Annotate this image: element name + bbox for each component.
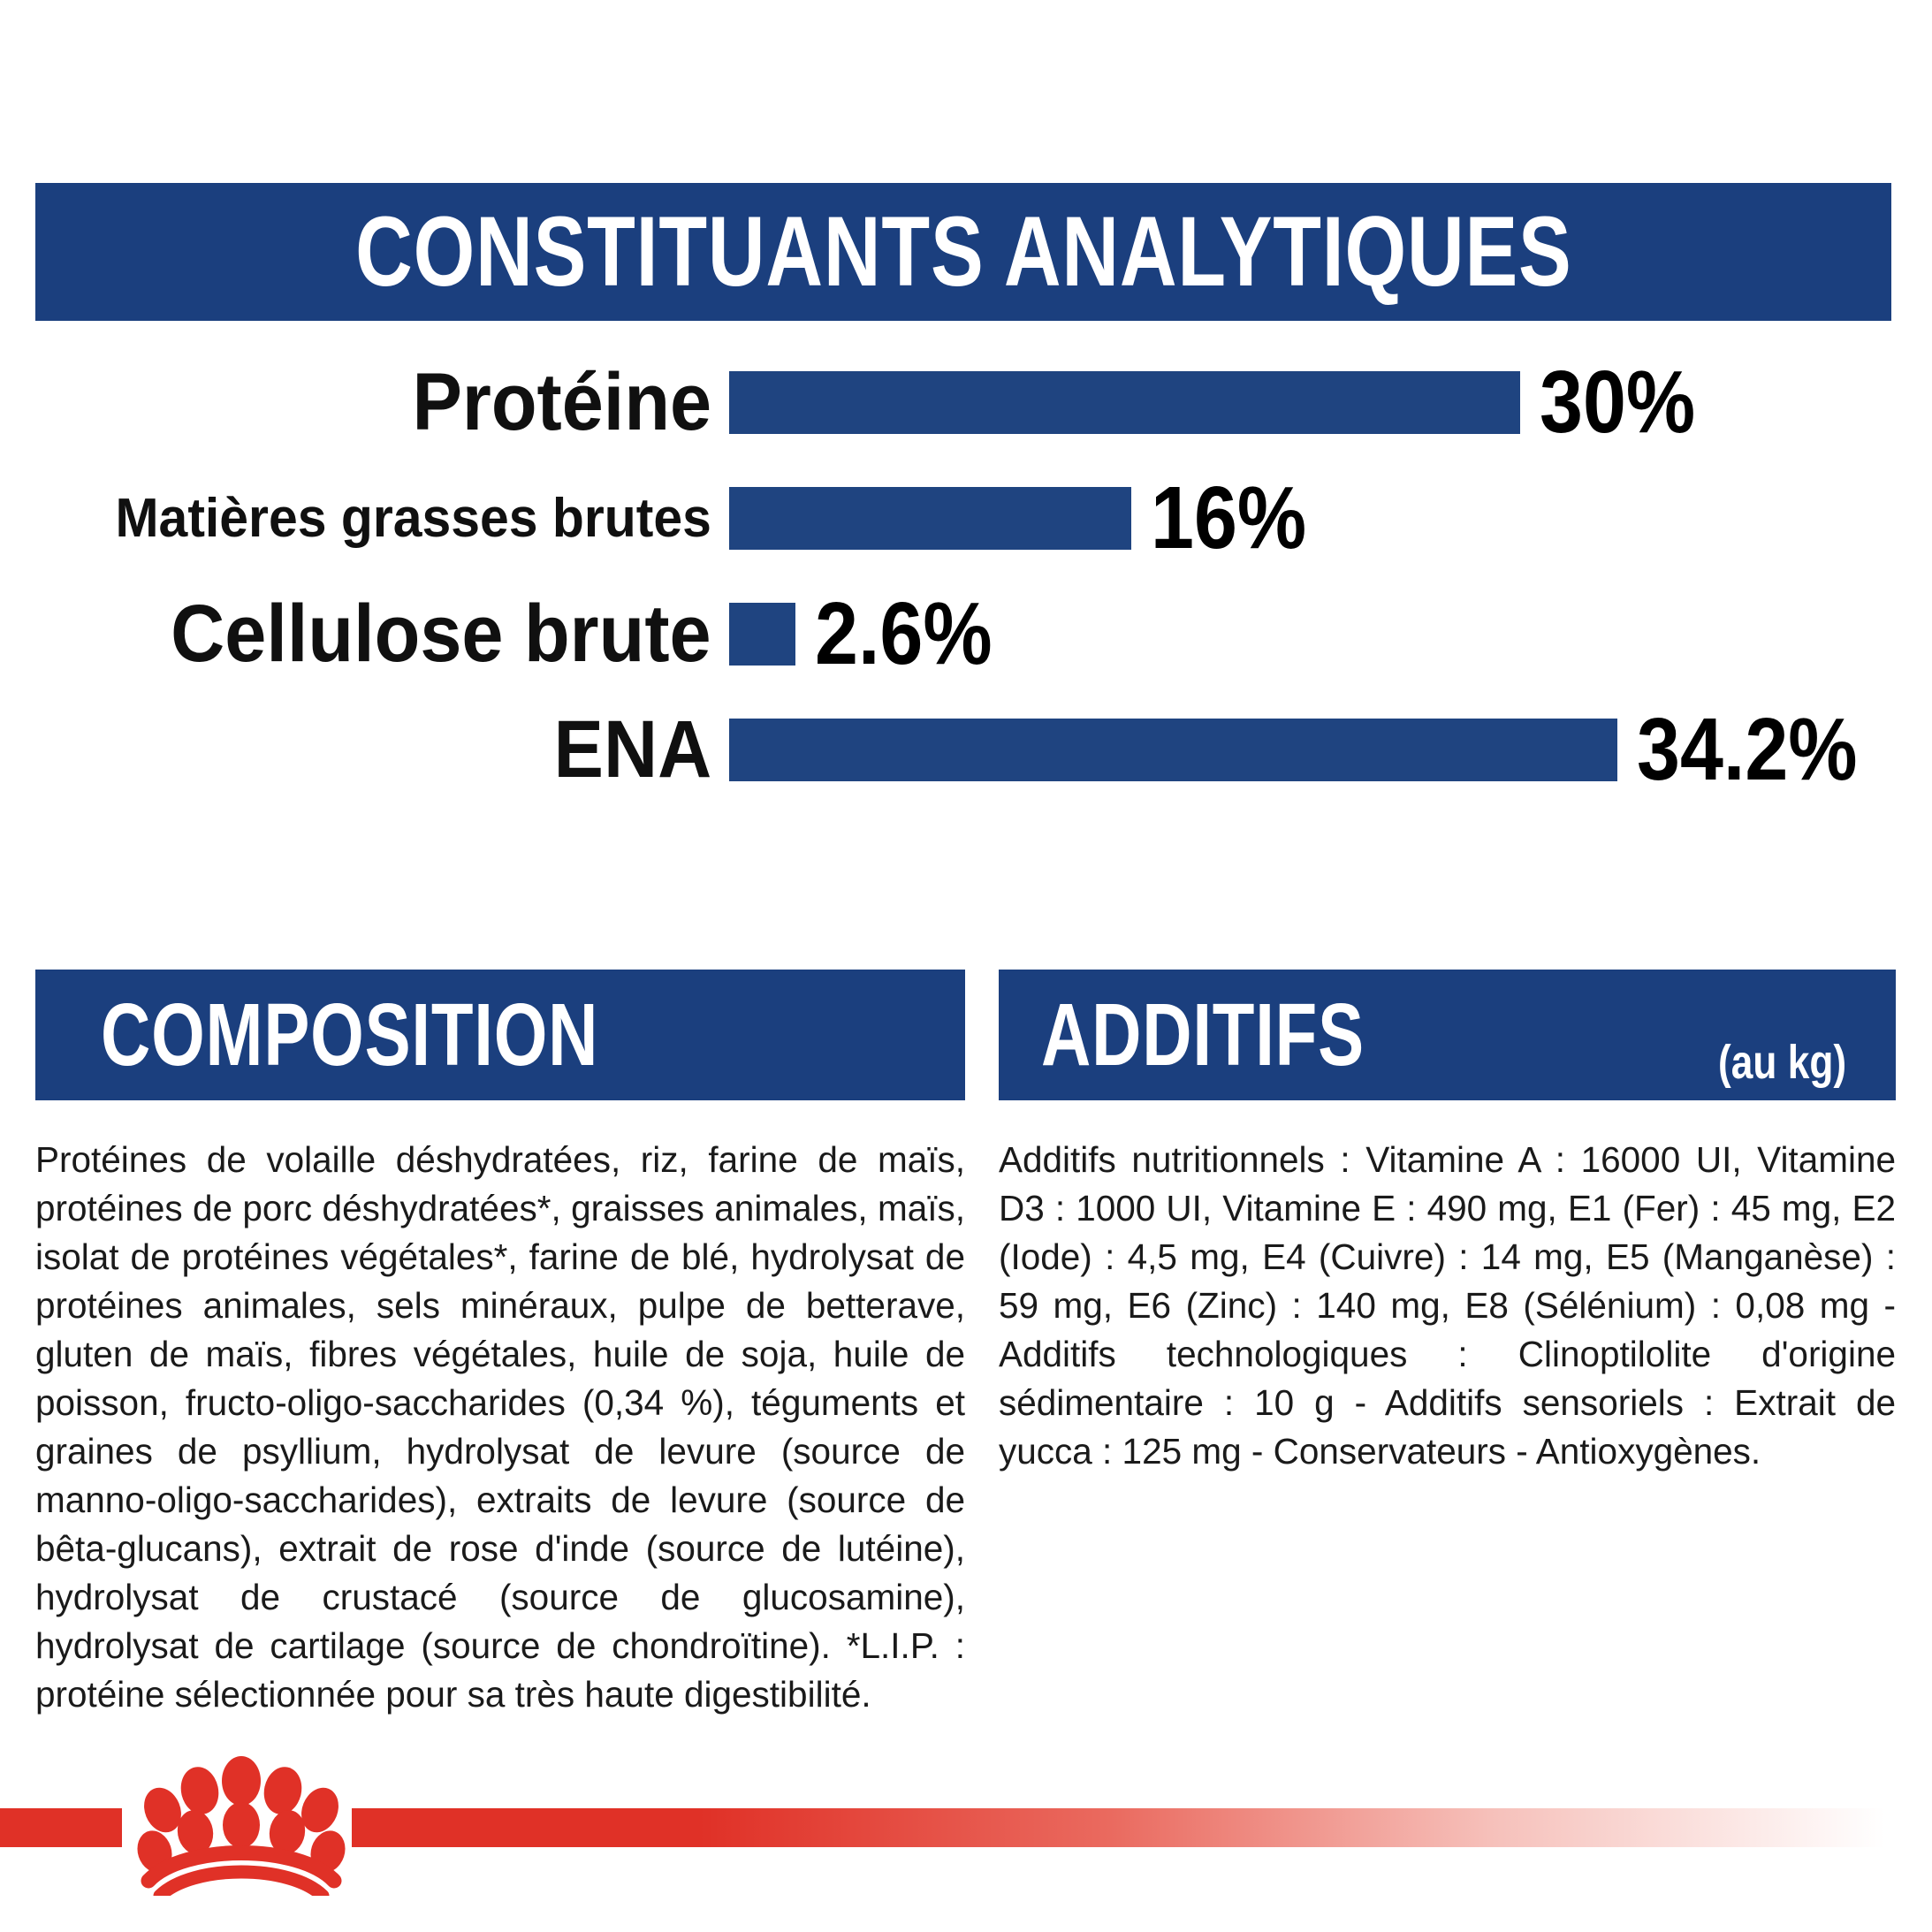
bar-value-matieres-grasses-brutes: 16% (1151, 468, 1307, 567)
analytical-constituents-banner: CONSTITUANTS ANALYTIQUES (35, 183, 1891, 321)
bar-label-ena: ENA (553, 704, 711, 795)
bar-track-ena: 34.2% (729, 699, 1888, 799)
additifs-text: Additifs nutritionnels : Vitamine A : 16… (999, 1139, 1896, 1472)
bar-fill-matieres-grasses-brutes (729, 486, 1131, 550)
additifs-title: ADDITIFS (1041, 985, 1365, 1084)
footer-rule-left (0, 1808, 122, 1847)
chart-row-proteine: Protéine 30% (0, 352, 1932, 452)
bar-track-proteine: 30% (729, 352, 1716, 452)
bar-value-cellulose-brute: 2.6% (815, 583, 993, 683)
bar-fill-ena (729, 718, 1617, 781)
chart-row-matieres-grasses-brutes: Matières grasses brutes 16% (0, 468, 1932, 567)
bar-fill-proteine (729, 370, 1520, 434)
bar-track-cellulose-brute: 2.6% (729, 583, 1016, 683)
bar-label-proteine: Protéine (412, 356, 711, 447)
composition-text: Protéines de volaille déshydratées, riz,… (35, 1139, 965, 1715)
bar-label-cellulose-brute: Cellulose brute (171, 588, 711, 679)
composition-title: COMPOSITION (101, 985, 599, 1084)
chart-row-ena: ENA 34.2% (0, 699, 1932, 799)
footer-rule-right (352, 1808, 1932, 1847)
analytical-constituents-title: CONSTITUANTS ANALYTIQUES (354, 196, 1572, 307)
composition-banner: COMPOSITION (35, 970, 965, 1100)
analytical-constituents-chart: Protéine 30% Matières grasses brutes 16%… (0, 352, 1932, 901)
bar-track-matieres-grasses-brutes: 16% (729, 468, 1327, 567)
royal-canin-crown-icon (137, 1756, 346, 1896)
footer (0, 1754, 1932, 1932)
bar-label-matieres-grasses-brutes: Matières grasses brutes (115, 487, 711, 549)
bar-value-proteine: 30% (1540, 352, 1696, 452)
additifs-banner: ADDITIFS (au kg) (999, 970, 1896, 1100)
bar-value-ena: 34.2% (1637, 699, 1858, 799)
additifs-unit-note: (au kg) (1717, 1036, 1847, 1089)
chart-row-cellulose-brute: Cellulose brute 2.6% (0, 583, 1932, 683)
bar-fill-cellulose-brute (729, 602, 795, 666)
